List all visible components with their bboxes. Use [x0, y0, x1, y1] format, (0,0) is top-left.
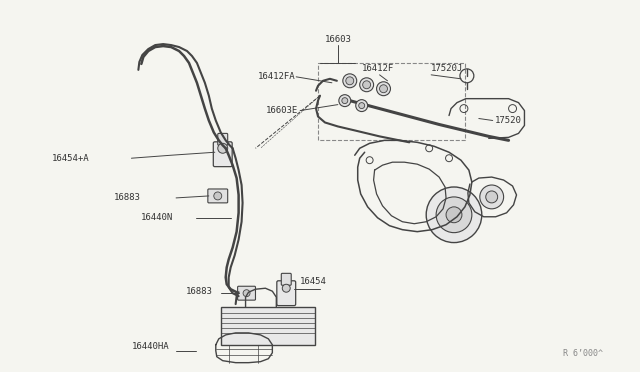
Text: R 6’000^: R 6’000^ — [563, 349, 603, 358]
Circle shape — [356, 100, 367, 112]
Circle shape — [282, 284, 290, 292]
Circle shape — [480, 185, 504, 209]
Circle shape — [218, 143, 228, 153]
Text: 16603E: 16603E — [266, 106, 298, 115]
Text: 16412FA: 16412FA — [257, 72, 295, 81]
Circle shape — [380, 85, 387, 93]
Circle shape — [346, 77, 354, 85]
FancyBboxPatch shape — [213, 142, 232, 167]
Circle shape — [214, 192, 221, 200]
Circle shape — [343, 74, 356, 88]
Circle shape — [376, 82, 390, 96]
FancyBboxPatch shape — [282, 273, 291, 285]
Circle shape — [363, 81, 371, 89]
Text: 16454: 16454 — [300, 277, 327, 286]
FancyBboxPatch shape — [221, 307, 315, 345]
Text: 16883: 16883 — [186, 287, 213, 296]
Circle shape — [486, 191, 498, 203]
Circle shape — [436, 197, 472, 232]
Text: 16883: 16883 — [113, 193, 140, 202]
Circle shape — [339, 95, 351, 107]
Circle shape — [342, 98, 348, 104]
FancyBboxPatch shape — [277, 281, 296, 306]
Text: 17520: 17520 — [495, 116, 522, 125]
Text: 16603: 16603 — [324, 35, 351, 44]
Circle shape — [446, 207, 462, 223]
FancyBboxPatch shape — [218, 134, 228, 145]
Text: 17520J: 17520J — [431, 64, 463, 73]
Circle shape — [358, 103, 365, 109]
Text: 16412F: 16412F — [362, 64, 394, 73]
Text: 16440N: 16440N — [141, 213, 173, 222]
Text: 16454+A: 16454+A — [52, 154, 90, 163]
Circle shape — [243, 290, 250, 296]
FancyBboxPatch shape — [237, 286, 255, 300]
Text: 16440HA: 16440HA — [131, 342, 169, 351]
Circle shape — [360, 78, 374, 92]
FancyBboxPatch shape — [208, 189, 228, 203]
Circle shape — [426, 187, 482, 243]
